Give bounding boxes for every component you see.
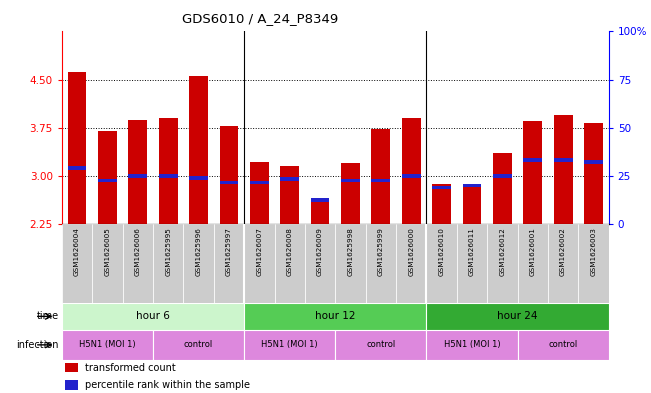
Text: GSM1625996: GSM1625996: [195, 227, 202, 276]
Bar: [281, 166, 299, 224]
Bar: [493, 153, 512, 224]
Bar: [159, 118, 178, 224]
Bar: [584, 160, 603, 163]
Bar: [366, 224, 396, 303]
Bar: [426, 224, 457, 303]
Text: GSM1626003: GSM1626003: [590, 227, 596, 276]
Bar: [68, 72, 87, 224]
Bar: [432, 185, 451, 189]
Bar: [159, 174, 178, 178]
Bar: [244, 224, 275, 303]
Bar: [250, 162, 269, 224]
Text: GSM1626000: GSM1626000: [408, 227, 414, 276]
Bar: [275, 224, 305, 303]
Bar: [487, 224, 518, 303]
Bar: [62, 303, 244, 330]
Bar: [62, 330, 153, 360]
Text: GSM1626008: GSM1626008: [286, 227, 293, 276]
Bar: [335, 224, 366, 303]
Bar: [128, 120, 147, 224]
Text: percentile rank within the sample: percentile rank within the sample: [85, 380, 250, 390]
Text: H5N1 (MOI 1): H5N1 (MOI 1): [79, 340, 135, 349]
Text: GSM1626002: GSM1626002: [560, 227, 566, 276]
Bar: [244, 330, 335, 360]
Bar: [153, 224, 184, 303]
Bar: [219, 127, 238, 224]
Bar: [523, 158, 542, 162]
Text: control: control: [549, 340, 577, 349]
Bar: [62, 224, 92, 303]
Bar: [523, 121, 542, 224]
Bar: [341, 163, 360, 224]
Text: hour 12: hour 12: [315, 311, 355, 321]
Bar: [92, 224, 122, 303]
Bar: [98, 178, 117, 182]
Bar: [214, 224, 244, 303]
Text: GSM1626005: GSM1626005: [104, 227, 111, 276]
Bar: [341, 178, 360, 182]
Text: GSM1625995: GSM1625995: [165, 227, 171, 276]
Text: GSM1625997: GSM1625997: [226, 227, 232, 276]
Bar: [518, 224, 548, 303]
Bar: [281, 177, 299, 181]
Bar: [554, 115, 572, 224]
Bar: [372, 129, 390, 224]
Text: hour 24: hour 24: [497, 311, 538, 321]
Text: time: time: [36, 311, 59, 321]
Bar: [65, 363, 78, 372]
Bar: [426, 303, 609, 330]
Bar: [426, 330, 518, 360]
Bar: [554, 158, 572, 162]
Bar: [584, 123, 603, 224]
Bar: [65, 380, 78, 390]
Bar: [244, 303, 426, 330]
Text: GSM1626010: GSM1626010: [439, 227, 445, 276]
Bar: [402, 174, 421, 178]
Text: H5N1 (MOI 1): H5N1 (MOI 1): [262, 340, 318, 349]
Text: GSM1625999: GSM1625999: [378, 227, 384, 276]
Bar: [493, 174, 512, 178]
Text: control: control: [184, 340, 213, 349]
Text: GSM1626006: GSM1626006: [135, 227, 141, 276]
Bar: [396, 224, 426, 303]
Text: infection: infection: [16, 340, 59, 350]
Bar: [219, 180, 238, 184]
Text: control: control: [367, 340, 395, 349]
Bar: [578, 224, 609, 303]
Bar: [463, 184, 481, 187]
Bar: [311, 200, 329, 224]
Text: H5N1 (MOI 1): H5N1 (MOI 1): [444, 340, 500, 349]
Bar: [335, 330, 426, 360]
Bar: [184, 224, 214, 303]
Bar: [250, 180, 269, 184]
Text: GDS6010 / A_24_P8349: GDS6010 / A_24_P8349: [182, 12, 339, 25]
Bar: [402, 118, 421, 224]
Text: GSM1625998: GSM1625998: [348, 227, 353, 276]
Text: GSM1626004: GSM1626004: [74, 227, 80, 276]
Bar: [311, 198, 329, 202]
Bar: [68, 166, 87, 170]
Bar: [548, 224, 578, 303]
Text: GSM1626009: GSM1626009: [317, 227, 323, 276]
Text: hour 6: hour 6: [136, 311, 170, 321]
Text: GSM1626012: GSM1626012: [499, 227, 505, 276]
Bar: [153, 330, 244, 360]
Bar: [128, 174, 147, 178]
Text: GSM1626001: GSM1626001: [530, 227, 536, 276]
Bar: [518, 330, 609, 360]
Text: GSM1626007: GSM1626007: [256, 227, 262, 276]
Bar: [457, 224, 487, 303]
Bar: [432, 184, 451, 224]
Bar: [98, 131, 117, 224]
Bar: [305, 224, 335, 303]
Text: transformed count: transformed count: [85, 363, 176, 373]
Bar: [372, 178, 390, 182]
Bar: [463, 184, 481, 224]
Bar: [189, 176, 208, 180]
Bar: [122, 224, 153, 303]
Bar: [189, 76, 208, 224]
Text: GSM1626011: GSM1626011: [469, 227, 475, 276]
